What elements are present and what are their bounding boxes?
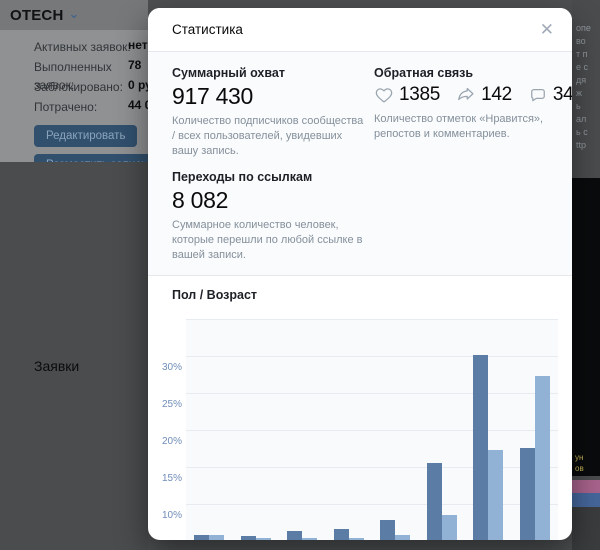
info-value: 78: [128, 58, 142, 72]
y-axis-tick: 15%: [162, 473, 183, 485]
info-row: Выполненных заявок: 78: [34, 58, 148, 92]
likes-counter: 1385: [374, 84, 440, 106]
chart-bar-мужчины: [287, 530, 303, 540]
dimmed-page-left: OTECH ⌄ Активных заявок: нет Выполненных…: [0, 0, 159, 550]
clipped-text-line: ttp: [576, 140, 587, 150]
feedback-counters: 1385 142 34: [374, 84, 572, 106]
clipped-text-line: ов: [575, 464, 584, 473]
gridline: [186, 467, 558, 469]
heart-icon: [374, 85, 394, 105]
dark-media-block: [572, 178, 600, 476]
clipped-text-line: во: [576, 36, 586, 46]
gridline: [186, 319, 558, 321]
likes-count: 1385: [399, 84, 441, 105]
community-header[interactable]: OTECH ⌄: [0, 0, 148, 30]
comments-counter: 34: [528, 84, 572, 106]
requests-section-heading: Заявки: [34, 358, 80, 374]
reach-caption: Количество подписчиков сообщества / всех…: [172, 115, 364, 158]
info-row: Активных заявок: нет: [34, 38, 148, 58]
chevron-down-icon: ⌄: [68, 5, 80, 21]
info-row: Потрачено: 44 00: [34, 98, 158, 118]
reach-title: Суммарный охват: [172, 66, 285, 80]
clipped-text-line: е с: [576, 62, 589, 72]
feedback-caption: Количество отметок «Нравится», репостов …: [374, 113, 544, 141]
link-clicks-title: Переходы по ссылкам: [172, 169, 313, 184]
clipped-text-line: дя: [576, 75, 587, 85]
chart-bar-мужчины: [380, 519, 396, 540]
chart-bar-мужчины: [519, 448, 535, 540]
clipped-image-strip-pink: [572, 480, 600, 493]
reach-block: Суммарный охват 917 430 Количество подпи…: [172, 66, 374, 160]
chart-bar-мужчины: [426, 462, 442, 540]
dimmed-page-right: опе во т п е с дя ж ь ал ь с ttp ун ов: [572, 0, 600, 550]
statistics-modal: Статистика ✕ Суммарный охват 917 430 Кол…: [148, 8, 572, 540]
y-axis-tick: 20%: [162, 436, 183, 448]
chart-bar-женщины: [348, 537, 364, 540]
community-info-panel: Активных заявок: нет Выполненных заявок:…: [0, 30, 159, 176]
y-axis-tick: 25%: [162, 399, 183, 411]
community-title: OTECH: [10, 6, 64, 24]
clipped-text-line: ал: [576, 114, 587, 124]
clipped-text-fragments-bottom: ун ов: [575, 452, 584, 474]
chart-bar-женщины: [441, 515, 457, 540]
gridline: [186, 504, 558, 506]
y-axis-tick: 10%: [162, 510, 183, 522]
gridline: [186, 356, 558, 358]
chart-bar-женщины: [534, 375, 550, 540]
link-clicks-block: Переходы по ссылкам 8 082 Суммарное коли…: [172, 170, 548, 264]
dimmed-page-body: [0, 162, 148, 550]
info-label: Активных заявок:: [34, 40, 131, 54]
link-clicks-value: 8 082: [172, 186, 229, 213]
chart-bar-женщины: [255, 538, 271, 540]
clipped-text-line: т п: [576, 49, 588, 59]
clipped-text-line: ь: [576, 101, 581, 111]
chart-bar-женщины: [302, 537, 318, 540]
stats-summary-section: Суммарный охват 917 430 Количество подпи…: [148, 52, 572, 277]
clipped-text-line: ун: [575, 453, 584, 462]
clipped-text-line: ь с: [576, 127, 588, 137]
comment-bubble-icon: [528, 85, 548, 105]
gridline: [186, 393, 558, 395]
chart-plot-area: [186, 319, 558, 540]
chart-bar-мужчины: [240, 536, 256, 540]
reposts-count: 142: [481, 84, 512, 105]
info-row: Заблокировано: 0 руб: [34, 78, 159, 98]
clipped-text-fragments: опе во т п е с дя ж ь ал ь с ttp: [576, 22, 591, 152]
gender-age-chart: 0%5%10%15%20%25%30% до 18от 18 до 21от 2…: [162, 319, 572, 540]
clipped-page-bottom: [572, 507, 600, 550]
share-arrow-icon: [456, 85, 476, 105]
comments-count: 34: [552, 84, 572, 105]
clipped-text-line: опе: [576, 23, 591, 33]
y-axis-tick: 30%: [162, 362, 183, 374]
info-value: нет: [128, 38, 148, 52]
clipped-text-line: ж: [576, 88, 583, 98]
gender-age-chart-section: Пол / Возраст 0%5%10%15%20%25%30% до 18о…: [148, 276, 572, 540]
feedback-title: Обратная связь: [374, 66, 474, 80]
info-label: Выполненных заявок:: [34, 60, 112, 92]
reposts-counter: 142: [456, 84, 512, 106]
edit-button[interactable]: Редактировать: [34, 125, 138, 147]
info-label: Заблокировано:: [34, 80, 123, 94]
close-icon[interactable]: ✕: [539, 20, 554, 39]
chart-bar-женщины: [209, 535, 225, 540]
chart-title: Пол / Возраст: [172, 288, 258, 303]
chart-bar-женщины: [488, 449, 504, 540]
reach-value: 917 430: [172, 83, 254, 109]
chart-bar-женщины: [395, 534, 411, 540]
chart-bar-мужчины: [473, 354, 489, 540]
chart-bar-мужчины: [194, 535, 210, 540]
modal-title: Статистика: [172, 22, 243, 37]
info-label: Потрачено:: [34, 100, 98, 114]
chart-bar-мужчины: [333, 529, 349, 540]
feedback-block: Обратная связь 1385 142: [374, 66, 572, 160]
modal-header: Статистика ✕: [148, 8, 572, 52]
link-clicks-caption: Суммарное количество человек, которые пе…: [172, 218, 363, 261]
clipped-image-strip-blue: [572, 493, 600, 507]
gridline: [186, 430, 558, 432]
